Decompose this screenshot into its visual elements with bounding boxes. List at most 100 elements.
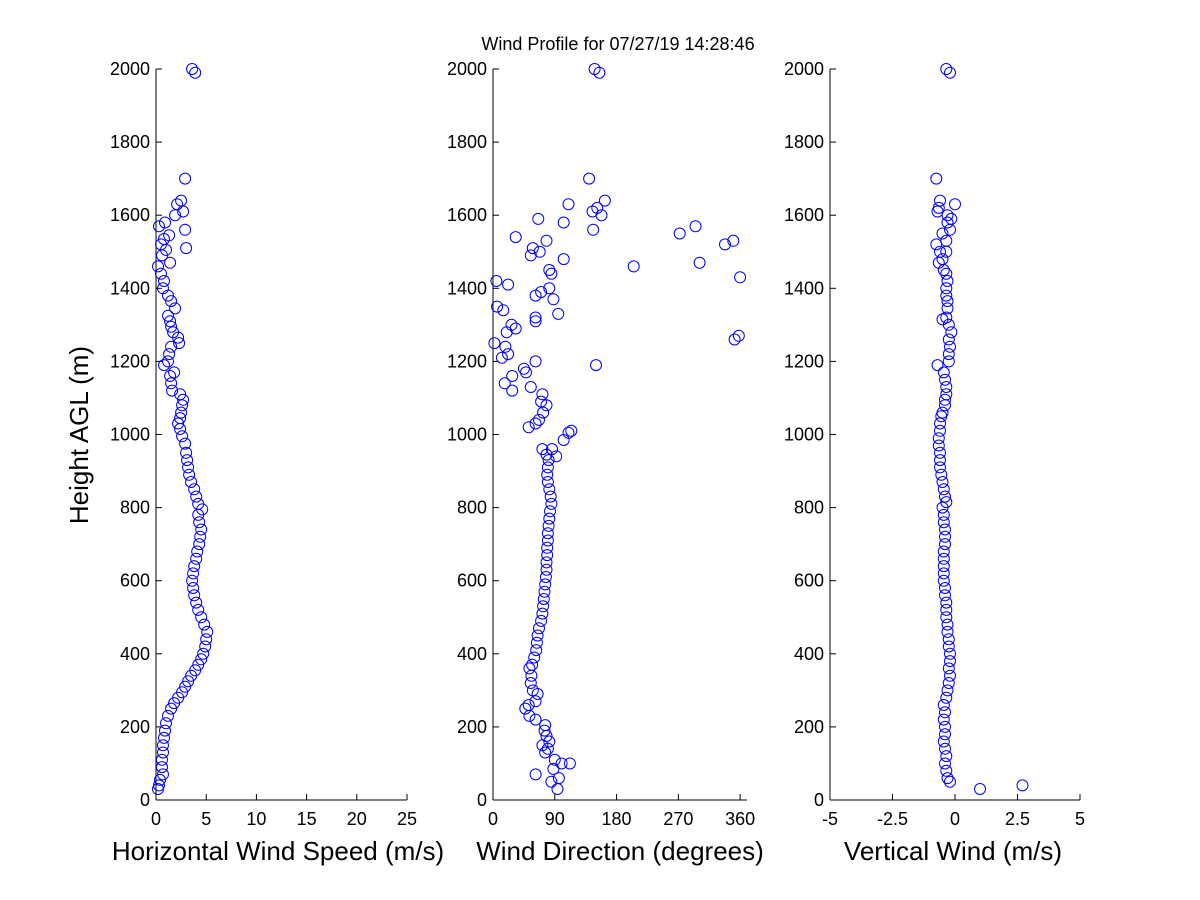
horizontal-wind-speed-x-tick-label: 15 (297, 809, 317, 829)
wind-direction-data-point (536, 443, 549, 456)
vertical-wind-data-point (939, 582, 951, 594)
wind-direction-data-point (526, 684, 539, 697)
wind-direction-data-point (533, 245, 546, 258)
horizontal-wind-speed-data-point (179, 172, 192, 185)
vertical-wind-y-tick-label: 0 (814, 790, 824, 810)
wind-direction-x-tick-label: 360 (725, 809, 755, 829)
vertical-wind-data-point (936, 476, 949, 488)
wind-direction-data-point (590, 359, 602, 372)
wind-direction-data-point (542, 454, 555, 467)
vertical-wind-data-point (937, 516, 950, 529)
wind-direction-y-tick-label: 1200 (447, 351, 487, 371)
horizontal-wind-speed-data-point (195, 653, 208, 666)
horizontal-wind-speed-data-point (158, 275, 170, 287)
wind-direction-data-point (591, 201, 604, 214)
vertical-wind-y-tick-label: 1800 (784, 132, 824, 152)
vertical-wind-data-point (940, 691, 953, 704)
horizontal-wind-speed-data-point (164, 256, 177, 269)
wind-direction-data-point (541, 541, 554, 554)
wind-direction-data-point (552, 772, 565, 785)
wind-direction-panel: 0 200 400 600 800 1000 1200 1400 1600 1800 2000 0 90… (447, 59, 764, 866)
vertical-wind-data-point (941, 684, 954, 697)
wind-direction-data-point (529, 417, 542, 430)
vertical-wind-data-point (939, 706, 951, 719)
wind-direction-data-point (562, 426, 575, 439)
wind-direction-data-point (587, 223, 600, 236)
wind-direction-data-point (523, 662, 536, 675)
horizontal-wind-speed-data-point (183, 468, 196, 481)
horizontal-wind-speed-data-point (158, 359, 170, 372)
horizontal-wind-speed-data-point (182, 675, 195, 688)
horizontal-wind-speed-data-point (175, 194, 188, 207)
vertical-wind-data-point (941, 618, 954, 631)
vertical-wind-data-point (937, 264, 950, 276)
wind-direction-data-point (595, 209, 608, 222)
horizontal-wind-speed-data-point (190, 552, 203, 565)
vertical-wind-data-point (939, 530, 951, 543)
vertical-wind-data-point (937, 699, 950, 711)
vertical-wind-data-point (942, 348, 955, 361)
horizontal-wind-speed-panel: 0 200 400 600 800 1000 1200 1400 1600 1800 2000 0 5 1… (110, 59, 444, 866)
wind-direction-data-point (528, 651, 541, 664)
wind-direction-data-point (526, 242, 539, 255)
wind-direction-y-tick-label: 200 (457, 717, 487, 737)
horizontal-wind-speed-data-point (181, 454, 194, 467)
wind-direction-data-point (495, 351, 508, 364)
horizontal-wind-speed-data-point (182, 461, 195, 474)
vertical-wind-data-point (940, 603, 953, 616)
horizontal-wind-speed-data-point (162, 709, 174, 722)
horizontal-wind-speed-data-point (176, 430, 189, 443)
horizontal-wind-speed-data-point (200, 633, 213, 646)
wind-direction-y-tick-label: 400 (457, 644, 487, 664)
horizontal-wind-speed-data-point (163, 229, 176, 242)
wind-direction-data-point (524, 381, 537, 393)
vertical-wind-data-point (941, 295, 954, 308)
vertical-wind-y-tick-label: 400 (794, 644, 824, 664)
vertical-wind-data-point (937, 508, 950, 521)
horizontal-wind-speed-data-point (160, 717, 172, 730)
horizontal-wind-speed-data-point (153, 220, 165, 233)
vertical-wind-data-point (932, 432, 945, 445)
vertical-wind-y-tick-label: 600 (794, 571, 824, 591)
horizontal-wind-speed-data-point (195, 611, 208, 624)
wind-direction-y-tick-label: 1800 (447, 132, 487, 152)
wind-direction-data-point (545, 497, 558, 510)
wind-direction-data-point (547, 762, 560, 775)
vertical-wind-data-point (937, 574, 950, 587)
vertical-wind-data-point (941, 625, 954, 638)
vertical-wind-data-point (939, 720, 951, 733)
horizontal-wind-speed-y-tick-label: 200 (120, 717, 150, 737)
wind-direction-y-tick-label: 1400 (447, 278, 487, 298)
wind-direction-data-point (499, 340, 512, 353)
horizontal-wind-speed-data-point (165, 377, 178, 390)
vertical-wind-data-point (940, 267, 953, 280)
wind-direction-data-point (598, 194, 611, 207)
vertical-wind-data-point (941, 302, 954, 315)
wind-direction-x-tick-label: 90 (545, 809, 565, 829)
wind-direction-x-tick-label: 270 (663, 809, 693, 829)
wind-direction-data-point (719, 238, 731, 251)
wind-direction-data-point (544, 505, 556, 518)
horizontal-wind-speed-data-point (165, 340, 178, 353)
vertical-wind-data-point (939, 757, 951, 770)
horizontal-wind-speed-x-axis-label: Horizontal Wind Speed (m/s) (112, 836, 444, 866)
horizontal-wind-speed-data-point (191, 545, 204, 558)
vertical-wind-data-point (944, 66, 956, 79)
horizontal-wind-speed-data-point (152, 260, 164, 273)
wind-direction-data-point (565, 424, 578, 437)
wind-direction-data-point (522, 699, 535, 711)
vertical-wind-data-point (934, 454, 946, 467)
horizontal-wind-speed-data-point (157, 282, 169, 295)
wind-direction-data-point (547, 293, 560, 306)
vertical-wind-data-point (939, 728, 951, 741)
wind-direction-data-point (548, 753, 561, 766)
horizontal-wind-speed-data-point (156, 761, 168, 774)
vertical-wind-data-point (944, 775, 956, 788)
vertical-wind-y-tick-label: 1000 (784, 425, 824, 445)
vertical-wind-data-point (939, 490, 951, 503)
wind-direction-data-point (583, 172, 596, 185)
horizontal-wind-speed-data-point (188, 560, 201, 573)
vertical-wind-data-point (940, 750, 953, 763)
horizontal-wind-speed-y-tick-label: 400 (120, 644, 150, 664)
wind-direction-data-point (529, 355, 542, 368)
